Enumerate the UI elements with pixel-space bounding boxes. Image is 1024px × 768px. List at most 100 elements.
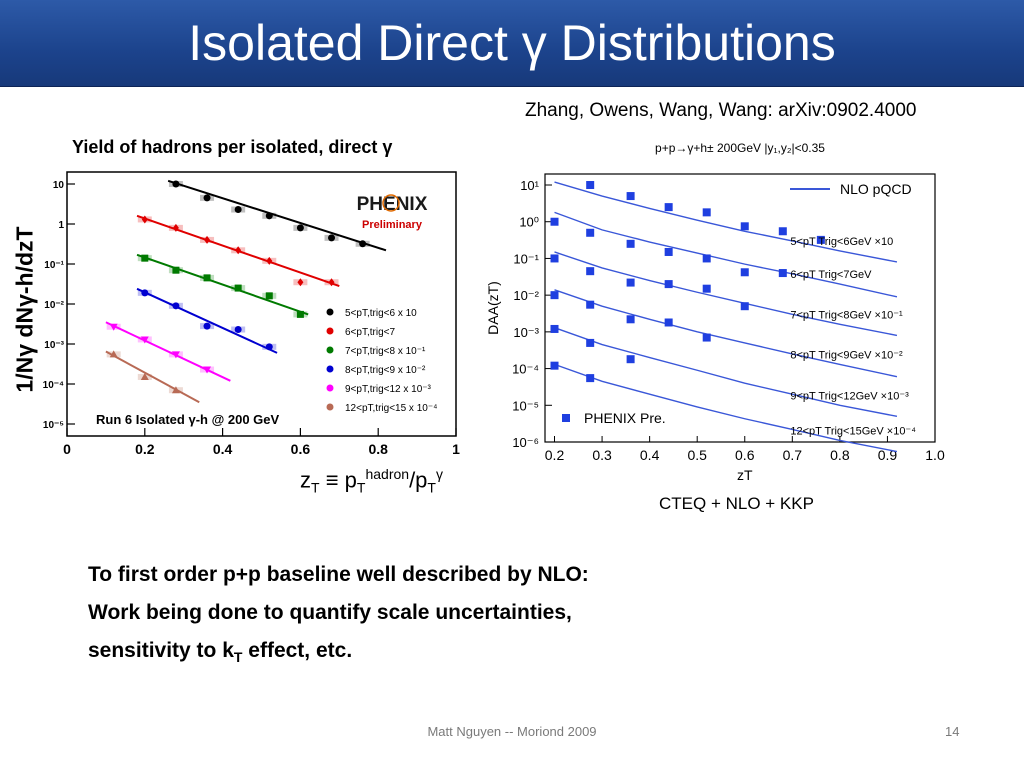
zt-sub2: T [427,479,436,496]
left-data-point [172,266,180,274]
right-data-point [550,361,559,370]
left-data-point [296,310,304,318]
left-legend-marker [326,327,334,335]
left-data-point [140,372,149,380]
left-legend-label: 6<pT,trig<7 [345,327,395,338]
right-chart: p+p→γ+h± 200GeV |y₁,y₂|<0.35 0.2 0.3 0.4 0.5… [485,141,945,483]
zt-sub1: T [356,479,366,496]
zt-equiv: ≡ [325,467,339,493]
left-data-point [266,256,273,265]
left-data-point [203,194,211,202]
right-y-tick-label: 10¹ [520,178,539,193]
right-data-point [550,324,559,333]
right-data-point [626,355,635,364]
right-y-tick-label: 10⁻³ [513,325,539,340]
zt-sup2: γ [435,466,443,482]
left-legend-label: 5<pT,trig<6 x 10 [345,308,417,319]
right-data-point [702,333,711,342]
right-data-point [664,280,673,289]
left-data-point [203,322,211,330]
right-curve-label: 8<pT Trig<9GeV ×10⁻² [790,349,903,361]
left-fit-line [136,287,278,354]
left-data-point [141,215,148,224]
right-y-tick-label: 10⁰ [519,215,539,230]
right-y-tick-label: 10⁻² [513,288,539,303]
right-data-point [740,222,749,231]
right-nlo-curve [554,327,898,418]
left-legend-marker [326,365,334,373]
right-data-point [664,318,673,327]
left-legend-marker [326,308,334,316]
right-y-tick-label: 10⁻⁶ [512,435,539,450]
left-data-point [172,223,179,232]
left-legend-label: 9<pT,trig<12 x 10⁻³ [345,384,432,395]
left-data-point [297,278,304,287]
right-legend-phenix-label: PHENIX Pre. [584,410,666,426]
left-data-point [141,289,149,297]
citation: Zhang, Owens, Wang, Wang: arXiv:0902.400… [525,100,917,121]
phenix-preliminary: Preliminary [362,219,423,231]
left-data-point [171,351,180,359]
left-data-point [234,326,242,334]
right-chart-title: p+p→γ+h± 200GeV |y₁,y₂|<0.35 [655,141,825,155]
right-data-point [778,269,787,278]
right-data-point [778,227,787,236]
right-chart-caption: CTEQ + NLO + KKP [659,494,814,513]
right-x-tick-label: 0.3 [592,447,612,463]
right-x-tick-label: 0.8 [830,447,850,463]
left-legend-label: 12<pT,trig<15 x 10⁻⁴ [345,403,437,414]
right-data-point [740,268,749,277]
right-data-point [586,181,595,190]
conclusion-line-1: To first order p+p baseline well describ… [88,563,589,586]
right-x-axis-label: zT [737,467,753,483]
conclusion-line-2: Work being done to quantify scale uncert… [88,601,572,624]
left-fit-line [167,179,387,252]
right-nlo-curve [554,211,898,298]
right-x-tick-label: 0.6 [735,447,755,463]
right-data-point [586,300,595,309]
title-bar [0,0,1024,87]
left-legend-marker [326,403,334,411]
left-data-point [172,302,180,310]
left-data-point [235,246,242,255]
slide-title: Isolated Direct γ Distributions [188,15,836,71]
right-data-point [626,192,635,201]
left-data-point [265,292,273,300]
zt-sup1: hadron [365,466,410,482]
left-data-point [171,386,180,394]
conclusion-line-3-head: sensitivity to k [88,639,234,662]
left-data-point [265,343,273,351]
right-curve-label: 7<pT Trig<8GeV ×10⁻¹ [790,309,903,321]
right-data-point [550,291,559,300]
right-data-point [816,235,825,244]
page-number: 14 [945,724,960,739]
right-data-point [626,315,635,324]
right-data-point [550,254,559,263]
right-legend-phenix-marker [562,414,570,422]
left-fit-line [105,350,200,404]
right-y-axis-label: DAA(zT) [485,281,501,335]
zt-slash: /p [409,467,428,493]
right-x-tick-label: 0.7 [783,447,803,463]
left-data-point [141,254,149,262]
right-data-point [740,302,749,311]
right-x-tick-label: 0.2 [545,447,565,463]
left-x-tick-label: 0 [63,441,71,457]
right-x-tick-label: 1.0 [925,447,945,463]
left-data-point [296,224,304,232]
left-annotation: Run 6 Isolated γ-h @ 200 GeV [96,412,280,427]
left-legend-marker [326,346,334,354]
right-data-point [664,247,673,256]
right-data-point [702,284,711,293]
right-nlo-curve [554,289,898,378]
left-x-tick-label: 0.8 [368,441,388,457]
zt-p: p [344,467,357,493]
left-x-tick-label: 1 [452,441,460,457]
right-curve-label: 9<pT Trig<12GeV ×10⁻³ [790,390,909,402]
right-nlo-curve [554,363,898,453]
left-data-point [359,240,367,248]
left-legend-label: 8<pT,trig<9 x 10⁻² [345,365,426,376]
left-data-point [140,336,149,344]
right-legend-nlo-label: NLO pQCD [840,181,912,197]
zt-lhs: z [300,467,311,493]
